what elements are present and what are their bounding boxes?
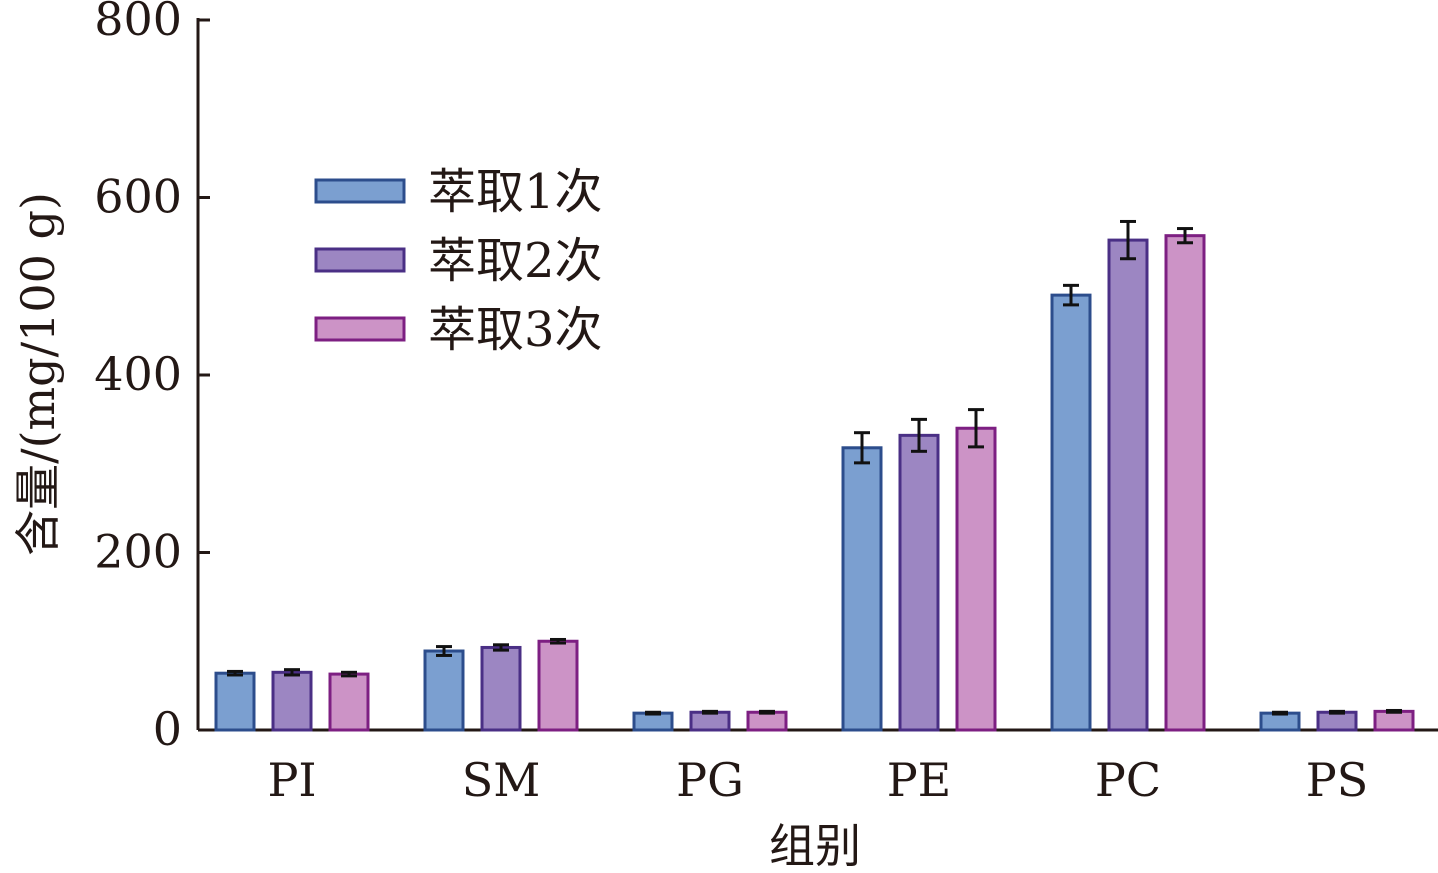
bar [214, 671, 256, 732]
y-axis-title: 含量/(mg/100 g) [11, 192, 65, 556]
legend-label: 萃取3次 [428, 302, 603, 358]
x-category-label: PI [267, 753, 316, 807]
bar [271, 670, 313, 732]
x-category-label: PE [887, 753, 952, 807]
y-tick-label: 200 [94, 525, 182, 579]
y-tick-label: 0 [153, 702, 182, 756]
bar [480, 645, 522, 732]
legend-label: 萃取2次 [428, 233, 603, 289]
bars [214, 219, 1415, 732]
bar [689, 710, 731, 732]
bar [328, 672, 370, 732]
axes [196, 18, 1438, 732]
bar [898, 433, 940, 732]
bar [1316, 710, 1358, 732]
legend-label: 萃取1次 [428, 164, 603, 220]
bar [841, 446, 883, 732]
y-tick-label: 800 [94, 0, 182, 46]
bar [1259, 711, 1301, 732]
y-tick-label: 400 [94, 347, 182, 401]
x-axis-title: 组别 [769, 819, 861, 873]
bar [1050, 293, 1092, 732]
bar [955, 426, 997, 732]
bar [1107, 238, 1149, 732]
x-category-label: SM [462, 753, 541, 807]
bar [537, 639, 579, 732]
bar [1164, 234, 1206, 732]
x-category-label: PG [676, 753, 744, 807]
bar [632, 711, 674, 732]
y-axis-ticks: 0 200 400 600 800 [94, 0, 210, 756]
legend-swatch [314, 178, 406, 204]
legend-swatch [314, 247, 406, 273]
y-tick-label: 600 [94, 170, 182, 224]
bar [1373, 709, 1415, 732]
legend-swatch [314, 316, 406, 342]
bar [423, 649, 465, 732]
bar [746, 710, 788, 732]
x-category-label: PS [1306, 753, 1368, 807]
x-axis-labels: PI SM PG PE PC PS [267, 753, 1368, 807]
x-category-label: PC [1095, 753, 1161, 807]
